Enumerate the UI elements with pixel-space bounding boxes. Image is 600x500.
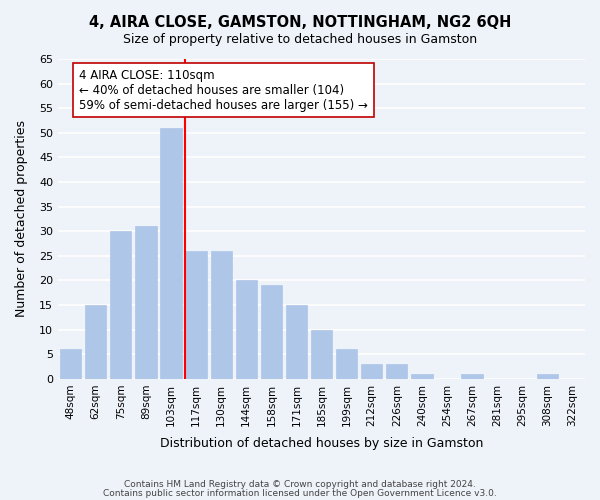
Bar — [286, 305, 307, 379]
Bar — [461, 374, 483, 379]
Text: Contains public sector information licensed under the Open Government Licence v3: Contains public sector information licen… — [103, 488, 497, 498]
Text: 4 AIRA CLOSE: 110sqm
← 40% of detached houses are smaller (104)
59% of semi-deta: 4 AIRA CLOSE: 110sqm ← 40% of detached h… — [79, 68, 368, 112]
Text: 4, AIRA CLOSE, GAMSTON, NOTTINGHAM, NG2 6QH: 4, AIRA CLOSE, GAMSTON, NOTTINGHAM, NG2 … — [89, 15, 511, 30]
Text: Size of property relative to detached houses in Gamston: Size of property relative to detached ho… — [123, 32, 477, 46]
Bar — [185, 251, 207, 379]
Bar — [311, 330, 332, 379]
Bar — [211, 251, 232, 379]
Bar — [160, 128, 182, 379]
Bar — [537, 374, 558, 379]
Bar — [135, 226, 157, 379]
Bar — [361, 364, 382, 379]
Bar — [236, 280, 257, 379]
Bar — [336, 350, 358, 379]
Bar — [411, 374, 433, 379]
Bar — [261, 286, 282, 379]
Bar — [85, 305, 106, 379]
X-axis label: Distribution of detached houses by size in Gamston: Distribution of detached houses by size … — [160, 437, 483, 450]
Bar — [110, 232, 131, 379]
Y-axis label: Number of detached properties: Number of detached properties — [15, 120, 28, 318]
Bar — [386, 364, 407, 379]
Text: Contains HM Land Registry data © Crown copyright and database right 2024.: Contains HM Land Registry data © Crown c… — [124, 480, 476, 489]
Bar — [60, 350, 82, 379]
